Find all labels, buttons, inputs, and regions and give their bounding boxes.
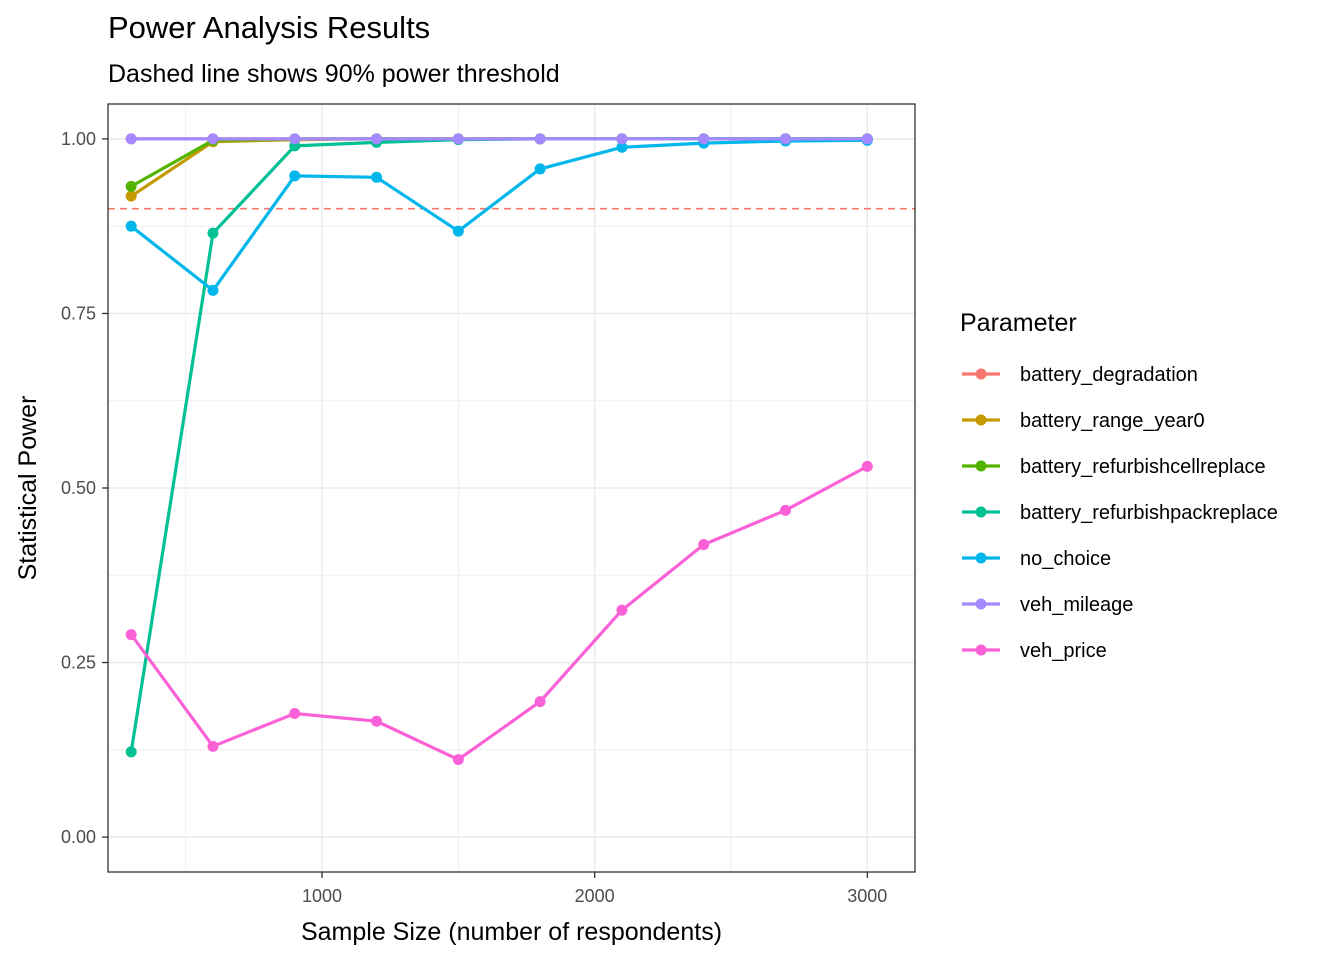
chart-title: Power Analysis Results — [108, 10, 431, 45]
data-point — [207, 284, 219, 296]
data-point — [616, 141, 628, 153]
x-tick-label: 2000 — [575, 886, 615, 906]
y-tick-label: 0.75 — [61, 303, 96, 323]
series-veh_mileage — [125, 133, 873, 145]
legend-key-point — [975, 460, 987, 472]
series-line — [130, 137, 868, 198]
x-axis-title: Sample Size (number of respondents) — [301, 918, 722, 946]
legend-item-battery_degradation: battery_degradation — [962, 364, 1198, 386]
data-point — [289, 133, 301, 145]
series-layer — [125, 133, 873, 766]
legend-item-veh_price: veh_price — [962, 640, 1107, 662]
series-line — [129, 137, 868, 753]
y-tick-label: 0.00 — [61, 827, 96, 847]
data-point — [861, 133, 873, 145]
legend-item-veh_mileage: veh_mileage — [962, 594, 1133, 616]
series-line — [130, 137, 868, 188]
series-veh_price — [125, 460, 873, 766]
series-battery_range_year0 — [125, 133, 873, 202]
legend-key-point — [975, 552, 987, 564]
data-point — [616, 604, 628, 616]
legend-label: battery_refurbishcellreplace — [1020, 456, 1266, 478]
data-point — [779, 504, 791, 516]
data-point — [371, 171, 383, 183]
legend-label: veh_mileage — [1020, 594, 1133, 616]
data-point — [289, 708, 301, 720]
data-point — [616, 133, 628, 145]
series-battery_refurbishpackreplace — [125, 133, 873, 758]
data-point — [207, 740, 219, 752]
data-point — [289, 170, 301, 182]
x-tick-label: 1000 — [302, 886, 342, 906]
legend-item-no_choice: no_choice — [962, 548, 1111, 570]
data-point — [534, 163, 546, 175]
grid — [108, 104, 915, 872]
data-point — [534, 133, 546, 145]
data-point — [207, 133, 219, 145]
data-point — [698, 539, 710, 551]
legend-label: veh_price — [1020, 640, 1107, 662]
series-line — [130, 138, 868, 292]
x-tick-label: 3000 — [847, 886, 887, 906]
legend-label: battery_degradation — [1020, 364, 1198, 386]
data-point — [861, 460, 873, 472]
data-point — [125, 133, 137, 145]
legend-key-point — [975, 414, 987, 426]
legend-label: battery_range_year0 — [1020, 410, 1205, 432]
legend-label: no_choice — [1020, 548, 1111, 570]
data-point — [371, 133, 383, 145]
series-no_choice — [125, 134, 873, 296]
y-tick-label: 0.50 — [61, 478, 96, 498]
data-point — [698, 133, 710, 145]
data-point — [452, 225, 464, 237]
data-point — [779, 133, 791, 145]
legend-label: battery_refurbishpackreplace — [1020, 502, 1278, 524]
data-point — [125, 629, 137, 641]
legend-key-point — [975, 506, 987, 518]
legend-title: Parameter — [960, 309, 1077, 337]
data-point — [125, 220, 137, 232]
data-point — [125, 180, 137, 192]
data-point — [534, 696, 546, 708]
legend-key-point — [975, 644, 987, 656]
data-point — [452, 133, 464, 145]
legend-key-point — [975, 598, 987, 610]
legend-key-point — [975, 368, 987, 380]
y-axis-title: Statistical Power — [14, 396, 42, 581]
data-point — [207, 227, 219, 239]
y-tick-label: 0.25 — [61, 653, 96, 673]
y-tick-label: 1.00 — [61, 129, 96, 149]
data-point — [125, 190, 137, 202]
data-point — [371, 715, 383, 727]
series-line — [129, 464, 869, 762]
chart-subtitle: Dashed line shows 90% power threshold — [108, 60, 560, 88]
ticks: 0.00 0.25 0.50 0.75 1.00 1000 2000 3000 — [61, 129, 887, 906]
data-point — [452, 754, 464, 766]
legend-item-battery_refurbishpackreplace: battery_refurbishpackreplace — [962, 502, 1278, 524]
legend: Parameter battery_degradation battery_ran… — [960, 309, 1278, 662]
data-point — [125, 746, 137, 758]
legend-item-battery_refurbishcellreplace: battery_refurbishcellreplace — [962, 456, 1266, 478]
legend-item-battery_range_year0: battery_range_year0 — [962, 410, 1205, 432]
